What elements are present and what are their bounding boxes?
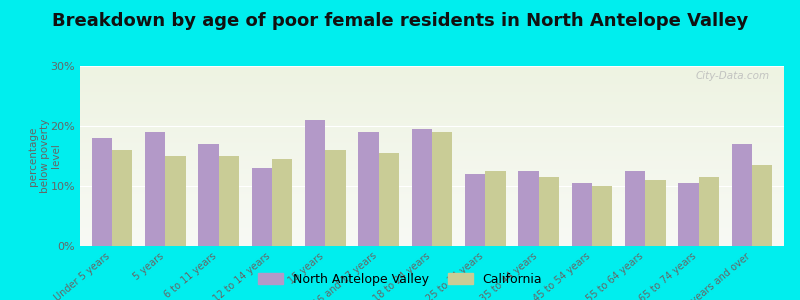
Bar bbox=[252, 168, 272, 246]
Bar bbox=[145, 132, 166, 246]
Bar bbox=[412, 129, 432, 246]
Bar bbox=[218, 156, 239, 246]
Y-axis label: percentage
below poverty
level: percentage below poverty level bbox=[28, 119, 62, 193]
Bar bbox=[358, 132, 378, 246]
Bar bbox=[166, 156, 186, 246]
Bar bbox=[378, 153, 399, 246]
Bar bbox=[112, 150, 132, 246]
Bar bbox=[305, 120, 326, 246]
Legend: North Antelope Valley, California: North Antelope Valley, California bbox=[253, 268, 547, 291]
Bar bbox=[732, 144, 752, 246]
Bar bbox=[625, 171, 646, 246]
Bar bbox=[198, 144, 218, 246]
Bar bbox=[326, 150, 346, 246]
Bar bbox=[465, 174, 486, 246]
Bar bbox=[272, 159, 292, 246]
Bar bbox=[592, 186, 612, 246]
Bar bbox=[518, 171, 538, 246]
Bar bbox=[678, 183, 698, 246]
Text: Breakdown by age of poor female residents in North Antelope Valley: Breakdown by age of poor female resident… bbox=[52, 12, 748, 30]
Text: City-Data.com: City-Data.com bbox=[696, 71, 770, 81]
Bar bbox=[752, 165, 772, 246]
Bar bbox=[698, 177, 719, 246]
Bar bbox=[538, 177, 559, 246]
Bar bbox=[572, 183, 592, 246]
Bar bbox=[486, 171, 506, 246]
Bar bbox=[646, 180, 666, 246]
Bar bbox=[92, 138, 112, 246]
Bar bbox=[432, 132, 452, 246]
